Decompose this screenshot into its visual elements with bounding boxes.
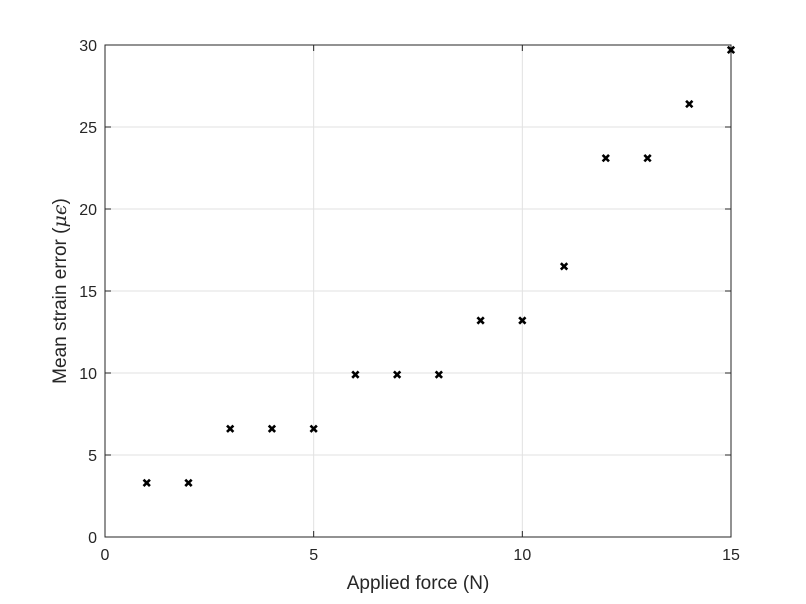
data-point-stroke bbox=[601, 154, 610, 163]
data-point-stroke bbox=[184, 478, 193, 487]
y-axis-title-text: Mean strain error ( bbox=[50, 227, 71, 384]
x-tick-label: 0 bbox=[101, 547, 110, 564]
data-point bbox=[309, 424, 318, 433]
data-point bbox=[601, 154, 610, 163]
data-point-stroke bbox=[726, 45, 736, 55]
data-point bbox=[267, 424, 277, 433]
data-point-stroke bbox=[685, 99, 694, 109]
data-point bbox=[351, 370, 360, 379]
y-tick-labels: 0 5 10 15 20 25 30 bbox=[79, 38, 97, 547]
y-tick-label: 10 bbox=[79, 366, 97, 383]
x-tick-labels: 0 5 10 15 bbox=[101, 547, 740, 564]
data-point bbox=[518, 316, 527, 325]
data-point-stroke bbox=[518, 316, 527, 325]
y-axis-unit-epsilon: ϵ bbox=[49, 204, 71, 215]
data-point bbox=[184, 478, 193, 487]
data-markers bbox=[142, 45, 736, 487]
data-point-stroke bbox=[351, 370, 360, 379]
y-tick-label: 5 bbox=[88, 448, 97, 465]
y-axis-title-close: ) bbox=[50, 198, 71, 204]
y-axis-title: Mean strain error (μϵ) bbox=[49, 198, 71, 384]
data-point bbox=[726, 45, 736, 55]
data-point bbox=[434, 370, 443, 379]
y-tick-label: 0 bbox=[88, 530, 97, 547]
data-point-stroke bbox=[226, 424, 235, 433]
data-point-stroke bbox=[476, 316, 485, 325]
x-tick-label: 10 bbox=[513, 547, 531, 564]
x-axis-title: Applied force (N) bbox=[347, 573, 490, 594]
data-point bbox=[393, 370, 402, 379]
grid-lines bbox=[105, 45, 731, 537]
data-point-stroke bbox=[559, 262, 569, 271]
tick-marks bbox=[104, 44, 732, 538]
data-point-stroke bbox=[267, 424, 277, 433]
data-point bbox=[559, 262, 569, 271]
data-point-stroke bbox=[142, 478, 151, 487]
data-point bbox=[142, 478, 151, 487]
y-tick-label: 25 bbox=[79, 120, 97, 137]
data-point bbox=[226, 424, 235, 433]
x-tick-label: 15 bbox=[722, 547, 740, 564]
y-tick-label: 30 bbox=[79, 38, 97, 55]
data-point bbox=[476, 316, 485, 325]
data-point bbox=[643, 154, 652, 163]
data-point-stroke bbox=[393, 370, 402, 379]
x-tick-label: 5 bbox=[309, 547, 318, 564]
data-point bbox=[685, 99, 694, 109]
data-point-stroke bbox=[643, 154, 652, 163]
y-tick-label: 20 bbox=[79, 202, 97, 219]
data-point-stroke bbox=[434, 370, 443, 379]
data-point-stroke bbox=[309, 424, 318, 433]
y-tick-label: 15 bbox=[79, 284, 97, 301]
y-axis-unit-mu: μ bbox=[49, 215, 71, 227]
